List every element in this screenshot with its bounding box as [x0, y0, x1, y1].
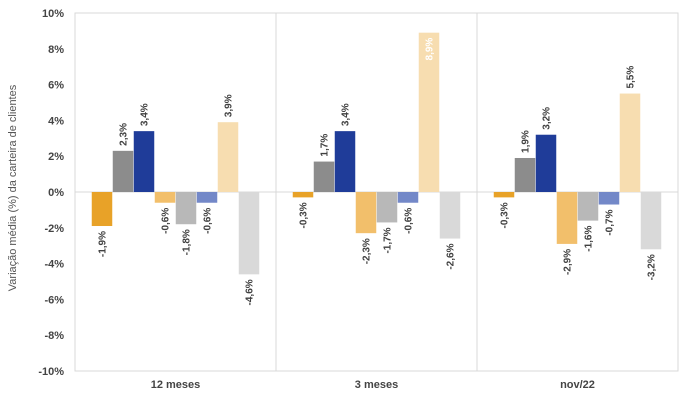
y-tick-label: 8% [48, 44, 64, 56]
data-label: -0,3% [299, 202, 310, 228]
data-label: -0,6% [203, 208, 214, 234]
bars [91, 32, 662, 275]
data-label: -0,7% [605, 209, 616, 235]
data-label: -3,2% [647, 254, 658, 280]
y-tick-label: 10% [42, 8, 64, 20]
data-label: -0,6% [161, 208, 172, 234]
bar [598, 192, 620, 205]
y-axis-ticks: 10% 8% 6% 4% 2% 0% -2% -4% -6% -8% -10% [38, 8, 64, 378]
data-label: 8,9% [425, 38, 436, 61]
data-label: 1,9% [521, 130, 532, 153]
bar [154, 192, 176, 203]
data-label: -1,7% [383, 227, 394, 253]
bar [514, 157, 536, 192]
x-category-label: nov/22 [560, 379, 595, 391]
bar [439, 192, 461, 239]
bar [355, 192, 377, 234]
bar [334, 131, 356, 192]
bar [175, 192, 197, 225]
y-tick-label: -10% [38, 366, 64, 378]
data-label: -0,3% [500, 202, 511, 228]
bar [619, 93, 641, 192]
y-tick-label: -2% [44, 223, 64, 235]
bar [535, 134, 557, 192]
data-label: 3,9% [224, 94, 235, 117]
bar [238, 192, 260, 275]
data-label: 2,3% [119, 123, 130, 146]
data-label: -0,6% [404, 208, 415, 234]
data-labels: -1,9% 2,3% 3,4% -0,6% -1,8% -0,6% 3,9% -4,6% -0,… [98, 38, 658, 306]
bar [217, 122, 239, 192]
x-category-label: 12 meses [151, 379, 201, 391]
y-tick-label: -8% [44, 330, 64, 342]
data-label: 5,5% [626, 66, 637, 89]
data-label: -2,3% [362, 238, 373, 264]
y-tick-label: 4% [48, 115, 64, 127]
data-label: -2,6% [446, 243, 457, 269]
bar [397, 192, 419, 203]
bar [577, 192, 599, 221]
data-label: -1,6% [584, 226, 595, 252]
data-label: 1,7% [320, 134, 331, 157]
y-tick-label: 6% [48, 80, 64, 92]
data-label: -2,9% [563, 249, 574, 275]
bar [133, 131, 155, 192]
data-label: -4,6% [245, 279, 256, 305]
bar [556, 192, 578, 244]
data-label: 3,4% [341, 103, 352, 126]
data-label: -1,9% [98, 231, 109, 257]
bar [196, 192, 218, 203]
y-tick-label: -4% [44, 259, 64, 271]
bar [112, 150, 134, 192]
data-label: 3,2% [542, 107, 553, 130]
bar [640, 192, 662, 250]
data-label: 3,4% [140, 103, 151, 126]
data-label: -1,8% [182, 229, 193, 255]
bar [91, 192, 113, 227]
bar [493, 192, 515, 198]
bar [292, 192, 314, 198]
y-tick-label: 2% [48, 151, 64, 163]
grid-layer [74, 12, 679, 372]
y-tick-label: -6% [44, 294, 64, 306]
x-axis-categories: 12 meses 3 meses nov/22 [151, 379, 595, 391]
bar [313, 161, 335, 192]
y-tick-label: 0% [48, 187, 64, 199]
bar [418, 32, 440, 192]
x-category-label: 3 meses [355, 379, 398, 391]
y-axis-label: Variação média (%) da carteira de client… [7, 84, 19, 291]
bar [376, 192, 398, 223]
